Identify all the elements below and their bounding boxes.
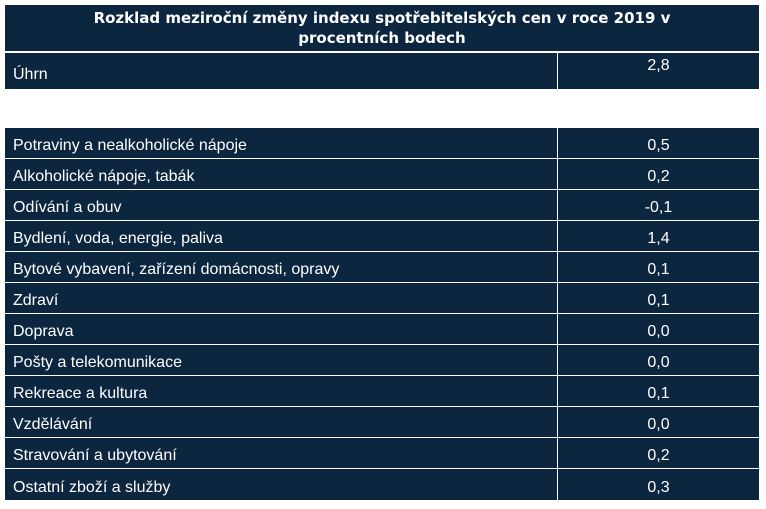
table-title: Rozklad meziroční změny indexu spotřebit…: [5, 5, 759, 53]
table-row: Bydlení, voda, energie, paliva 1,4: [5, 221, 759, 252]
table-row: Pošty a telekomunikace 0,0: [5, 345, 759, 376]
row-value: 0,0: [647, 354, 670, 371]
row-label: Bydlení, voda, energie, paliva: [5, 221, 558, 251]
row-label: Odívání a obuv: [5, 190, 558, 220]
row-label: Alkoholické nápoje, tabák: [5, 159, 558, 189]
table-row: Doprava 0,0: [5, 314, 759, 345]
row-value: 0,0: [647, 416, 670, 433]
row-value: 0,2: [647, 168, 670, 185]
table-row-total: Úhrn 2,8: [5, 53, 759, 89]
table-row: Stravování a ubytování 0,2: [5, 438, 759, 469]
row-label: Stravování a ubytování: [5, 438, 558, 468]
row-value: 1,4: [647, 230, 670, 247]
row-value: 0,1: [647, 385, 670, 402]
row-value: 0,1: [647, 292, 670, 309]
row-label: Vzdělávání: [5, 407, 558, 437]
table-row: Rekreace a kultura 0,1: [5, 376, 759, 407]
row-value: 0,2: [647, 447, 670, 464]
total-label: Úhrn: [5, 53, 558, 89]
table-row: Potraviny a nealkoholické nápoje 0,5: [5, 128, 759, 159]
table-row: Alkoholické nápoje, tabák 0,2: [5, 159, 759, 190]
table-row: Bytové vybavení, zařízení domácnosti, op…: [5, 252, 759, 283]
table-row: Zdraví 0,1: [5, 283, 759, 314]
row-value: 0,0: [647, 323, 670, 340]
cpi-table: Rozklad meziroční změny indexu spotřebit…: [5, 5, 759, 500]
total-value: 2,8: [647, 57, 670, 74]
row-label: Rekreace a kultura: [5, 376, 558, 406]
table-row: Vzdělávání 0,0: [5, 407, 759, 438]
row-value: -0,1: [644, 199, 673, 216]
table-gap: [5, 89, 759, 128]
table-row: Ostatní zboží a služby 0,3: [5, 469, 759, 500]
row-label: Ostatní zboží a služby: [5, 469, 558, 500]
row-value: 0,1: [647, 261, 670, 278]
row-label: Bytové vybavení, zařízení domácnosti, op…: [5, 252, 558, 282]
row-label: Doprava: [5, 314, 558, 344]
table-row: Odívání a obuv -0,1: [5, 190, 759, 221]
table-body: Potraviny a nealkoholické nápoje 0,5 Alkoh…: [5, 128, 759, 500]
row-label: Pošty a telekomunikace: [5, 345, 558, 375]
row-label: Potraviny a nealkoholické nápoje: [5, 128, 558, 158]
row-value: 0,5: [647, 137, 670, 154]
row-label: Zdraví: [5, 283, 558, 313]
row-value: 0,3: [647, 478, 670, 496]
